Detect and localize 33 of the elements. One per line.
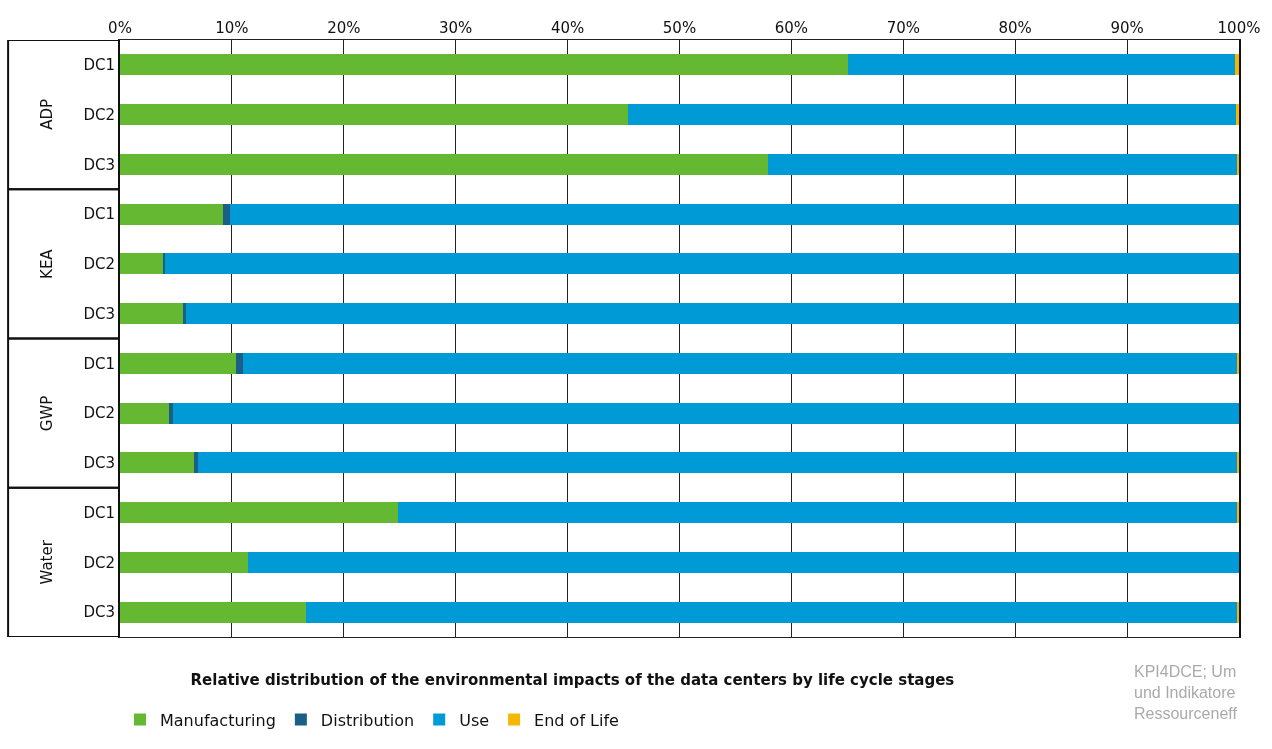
y-tick-label: DC3 bbox=[83, 603, 115, 622]
y-tick-label: DC1 bbox=[83, 56, 115, 75]
legend-label: End of Life bbox=[534, 710, 619, 730]
y-tick-label: DC2 bbox=[83, 404, 115, 423]
y-tick-label: DC2 bbox=[83, 553, 115, 572]
y-tick-label: DC2 bbox=[83, 255, 115, 274]
y-tick-label: DC2 bbox=[83, 105, 115, 124]
x-tick-label: 10% bbox=[215, 19, 249, 37]
text: ADP bbox=[38, 98, 57, 130]
x-tick-label: 0% bbox=[108, 19, 132, 37]
y-tick-label: DC3 bbox=[83, 304, 115, 323]
y-tick-label: DC1 bbox=[83, 354, 115, 373]
legend-label: Use bbox=[459, 710, 490, 730]
x-tick-label: 60% bbox=[774, 19, 809, 37]
x-tick-label: 70% bbox=[886, 19, 920, 37]
x-tick-label: 90% bbox=[1110, 19, 1144, 37]
y-tick-label: DC3 bbox=[83, 454, 115, 473]
x-tick-label: 50% bbox=[662, 19, 697, 37]
x-tick-label: 30% bbox=[439, 19, 473, 37]
y-tick-label: DC3 bbox=[83, 155, 115, 174]
x-tick-label: 40% bbox=[550, 19, 585, 37]
x-tick-label: 20% bbox=[327, 19, 361, 37]
legend-label: Distribution bbox=[320, 710, 415, 730]
text: GWP bbox=[37, 395, 56, 432]
text: KEA bbox=[38, 248, 57, 279]
y-tick-label: DC1 bbox=[83, 503, 115, 522]
x-tick-label: 100% bbox=[1217, 19, 1261, 37]
y-tick-label: DC1 bbox=[83, 205, 115, 224]
text: KPI4DCE; Um und Indikatore Ressourceneff bbox=[1134, 663, 1238, 722]
text: Relative distribution of the environmental impacts of the data centers by life cycle stages bbox=[190, 671, 955, 690]
x-tick-label: 80% bbox=[998, 19, 1032, 37]
text: Water bbox=[37, 539, 56, 585]
legend-label: Manufacturing bbox=[160, 710, 276, 730]
